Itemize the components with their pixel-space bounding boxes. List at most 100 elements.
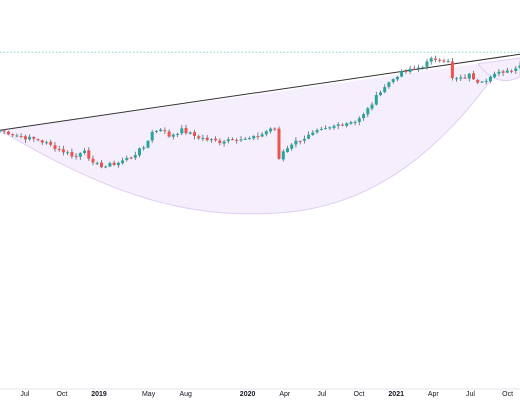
candle (281, 149, 285, 162)
candle (167, 129, 171, 138)
candle (53, 141, 57, 152)
candle-body-up (480, 81, 484, 83)
candle-body-up (269, 128, 273, 132)
candle-body-down (450, 61, 454, 79)
candle (345, 122, 349, 128)
candle (235, 138, 239, 144)
candle-body-down (273, 128, 277, 130)
candle-body-up (159, 129, 163, 132)
candle (290, 143, 294, 151)
candle-body-down (87, 150, 91, 159)
candle (353, 120, 357, 126)
candle (501, 69, 505, 76)
candle-body-down (214, 138, 218, 141)
candle (61, 145, 65, 156)
candle-body-down (463, 77, 467, 79)
candle (302, 135, 306, 144)
candle-body-up (15, 135, 19, 137)
candle (32, 136, 36, 142)
candle-body-up (425, 61, 429, 67)
candle-body-up (239, 139, 243, 141)
candle (87, 147, 91, 161)
candle (518, 62, 520, 70)
candle (433, 55, 437, 63)
candle (66, 150, 70, 155)
time-axis-tick-label: May (142, 391, 156, 398)
candle (19, 133, 23, 139)
candle-body-down (412, 68, 416, 70)
candle (395, 76, 399, 82)
cup-pattern-outline (0, 59, 506, 215)
candle (269, 127, 273, 134)
candle-body-up (395, 76, 399, 80)
candle (150, 129, 154, 143)
candle (193, 129, 196, 140)
candle-body-up (387, 82, 391, 87)
candle-body-up (142, 147, 146, 149)
candle (370, 102, 374, 111)
candle-body-up (366, 108, 370, 115)
candle-body-down (218, 140, 222, 144)
candle-body-up (226, 139, 230, 142)
candle (112, 160, 116, 166)
candle-body-up (83, 150, 87, 153)
candle (23, 134, 27, 143)
candle-body-up (374, 95, 378, 105)
candle (108, 161, 112, 168)
candle-body-up (518, 65, 520, 68)
candle (332, 124, 336, 130)
time-axis-tick-label: Jul (317, 391, 326, 398)
candle-body-down (340, 124, 344, 126)
candle-body-down (70, 152, 74, 157)
candle-body-down (57, 149, 61, 151)
candle-body-up (294, 140, 298, 145)
candle (362, 112, 366, 121)
candle-body-up (146, 140, 150, 148)
candle (467, 73, 471, 82)
candle-body-up (222, 141, 226, 144)
candle (298, 140, 302, 145)
candle (438, 58, 442, 63)
candle-body-down (433, 58, 437, 60)
candle (493, 71, 497, 78)
candle (307, 131, 311, 140)
candle-body-up (302, 138, 306, 141)
candle-body-down (510, 70, 513, 72)
time-axis-tick-label: Oct (56, 391, 67, 398)
candle (154, 130, 158, 134)
candle (421, 65, 425, 70)
candle-body-up (429, 58, 433, 62)
candle (277, 126, 281, 160)
candle (404, 69, 408, 74)
time-axis-tick-label: Apr (279, 391, 291, 398)
candle-body-down (112, 162, 116, 166)
candle-body-up (150, 131, 154, 141)
candle-body-down (277, 128, 281, 159)
candle-body-up (260, 134, 264, 137)
candle (391, 78, 395, 84)
candle-body-up (180, 128, 184, 134)
candle (497, 69, 501, 77)
trend-line[interactable] (0, 53, 520, 131)
candle (252, 135, 256, 141)
candle-body-up (370, 104, 374, 109)
candle-body-up (252, 135, 256, 139)
candle-body-up (493, 73, 497, 78)
candle (459, 74, 463, 81)
candle-body-down (91, 158, 95, 163)
time-axis-tick-label: Oct (502, 391, 513, 398)
candle (184, 124, 188, 135)
candle-body-down (19, 136, 23, 138)
candle-body-up (391, 79, 395, 82)
candle-body-up (417, 67, 420, 69)
candle (91, 155, 95, 166)
candle-body-up (332, 125, 336, 128)
candle (264, 130, 268, 137)
candle (408, 65, 412, 74)
candle-body-up (324, 128, 327, 130)
candle (40, 139, 44, 145)
candle-body-up (188, 132, 192, 134)
candle (28, 134, 32, 141)
time-axis[interactable]: Jul Oct 2019 May Aug 2020 Apr Jul Oct 2021 Apr Jul O… (20, 391, 513, 398)
